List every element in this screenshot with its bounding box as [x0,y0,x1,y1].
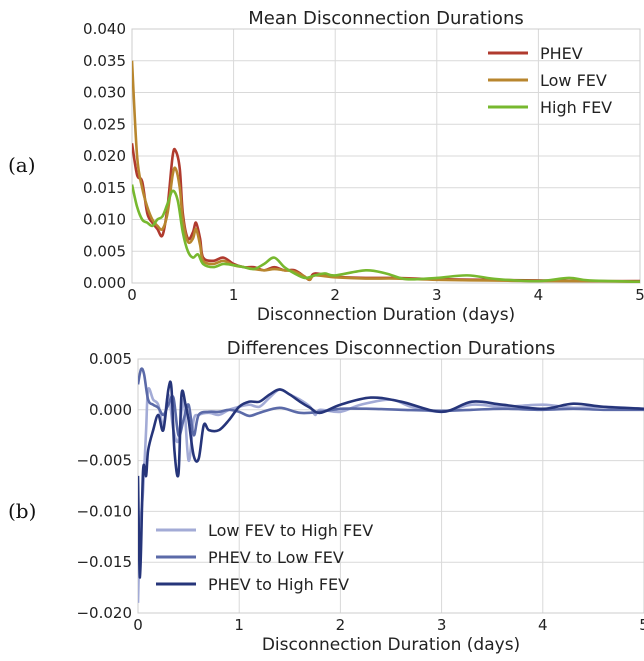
series-line-phev-to-low-fev [138,367,644,438]
panel-label-b: (b) [8,499,36,523]
y-tick-label: 0.000 [89,401,132,419]
series-group [132,60,640,283]
chart-differences: 0 1 2 3 4 5 −0.020 −0.015 −0.010 −0.005 0.000 0.005… [76,338,644,655]
y-tick-label: −0.005 [76,452,132,470]
y-tick-label: −0.020 [76,604,132,622]
chart-title: Mean Disconnection Durations [248,8,523,29]
plot-frame [131,28,641,284]
x-tick-label: 1 [229,286,239,304]
y-tick-label: 0.015 [83,179,126,197]
x-tick-label: 2 [330,286,340,304]
series-line-phev-to-high-fev [138,380,644,579]
y-tick-label: 0.000 [83,274,126,292]
legend-label: Low FEV [540,71,607,90]
y-tick-label: 0.035 [83,52,126,70]
x-tick-label: 3 [432,286,442,304]
chart-mean-durations: 0 1 2 3 4 5 0.000 0.005 0.010 0.015 0.020 0.025 0.03… [83,8,644,325]
series-group [138,367,644,603]
x-tick-label: 0 [127,286,137,304]
x-axis-label: Disconnection Duration (days) [257,305,515,325]
x-tick-label: 4 [534,286,544,304]
x-tick-label: 5 [639,616,644,634]
chart-title: Differences Disconnection Durations [227,338,556,359]
y-tick-label: 0.040 [83,20,126,38]
legend-label: PHEV [540,44,583,63]
series-line-high-fev [132,184,640,283]
y-tick-label: −0.010 [76,502,132,520]
x-axis-label: Disconnection Duration (days) [262,635,520,655]
x-tick-label: 4 [538,616,548,634]
series-line-low-fev-to-high-fev [138,387,644,603]
panel-label-a: (a) [8,153,36,177]
y-tick-label: 0.010 [83,211,126,229]
y-tick-label: 0.030 [83,84,126,102]
y-tick-label: 0.005 [89,350,132,368]
x-tick-label: 1 [234,616,244,634]
series-line-low-fev [132,60,640,283]
x-tick-label: 2 [336,616,346,634]
y-tick-label: 0.005 [83,242,126,260]
legend: PHEV Low FEV High FEV [488,44,612,117]
legend-label: PHEV to Low FEV [208,548,344,567]
legend-label: PHEV to High FEV [208,575,349,594]
y-tick-label: 0.025 [83,115,126,133]
x-tick-label: 3 [437,616,447,634]
y-tick-label: 0.020 [83,147,126,165]
legend-label: High FEV [540,98,612,117]
legend: Low FEV to High FEV PHEV to Low FEV PHEV t… [156,521,373,594]
y-tick-label: −0.015 [76,553,132,571]
x-tick-label: 0 [133,616,143,634]
legend-label: Low FEV to High FEV [208,521,373,540]
series-line-phev [132,143,640,283]
x-tick-label: 5 [635,286,644,304]
